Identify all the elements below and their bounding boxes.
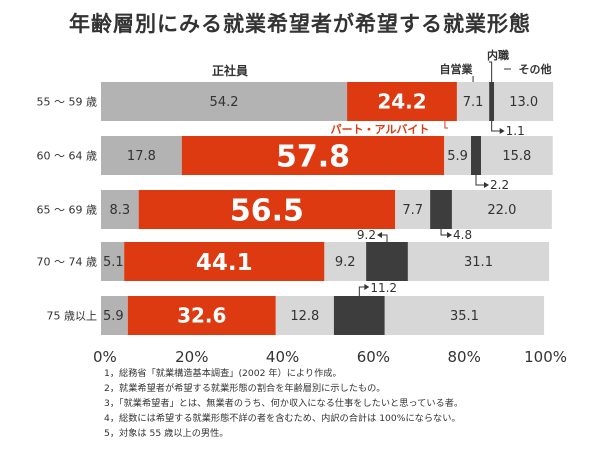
data-label: 7.7 [402,203,423,218]
data-label: 17.8 [127,149,156,164]
data-label: 5.9 [447,149,468,164]
data-label: 56.5 [230,193,304,228]
leader-line [444,121,448,129]
data-label: 2.2 [490,178,509,192]
series-label: パート・アルバイト [331,123,430,136]
footnote: 1，総務省「就業構造基本調査」(2002 年）により作成。 [104,368,342,379]
footnote: 2，就業希望者が希望する就業形態の割合を年齢層別に示したもの。 [104,383,386,394]
bar-segment [480,136,553,175]
x-tick-label: 40% [266,348,299,366]
bar-segment [451,190,552,229]
bar-segment [101,82,348,121]
leader-line [491,121,500,132]
leader-line [358,286,365,296]
footnote: 3，「就業希望者」とは、無業者のうち、何か収入になる仕事をしたいと思っている者。 [104,398,464,409]
bar-segment [101,296,128,335]
data-label: 5.9 [103,309,124,324]
data-label: 1.1 [506,124,525,138]
x-tick-label: 0% [93,348,117,366]
x-tick-label: 20% [175,348,208,366]
bar-segment [101,190,139,229]
category-label: 60 ～ 64 歳 [37,150,97,163]
bar-segment [489,82,495,121]
bar-segment [124,242,325,281]
data-label: 54.2 [210,95,239,110]
bar-segment [494,82,554,121]
data-label: 22.0 [487,203,516,218]
bar-segment [275,296,334,335]
x-tick-label: 60% [357,348,390,366]
data-label: 7.1 [463,95,484,110]
x-tick-label: 100% [524,348,567,366]
bar-segment [127,296,276,335]
data-label: 13.0 [509,95,538,110]
footnote: 4，総数には希望する就業形態不詳の者を含むため、内訳の合計は 100%にならない… [104,413,461,424]
bar-segment [471,136,481,175]
leader-line [475,175,485,186]
series-label: 正社員 [212,63,248,78]
data-label: 8.3 [109,203,130,218]
leader-arrow [499,128,505,134]
leader-line [489,61,493,82]
category-label: 65 ～ 69 歳 [37,204,97,217]
footnote: 5，対象は 55 歳以上の男性。 [104,428,229,439]
category-label: 70 ～ 74 歳 [37,256,97,269]
leader-arrow [377,232,383,238]
bar-segment [384,296,545,335]
bar-segment [138,190,396,229]
bar-segment [347,82,457,121]
bar-segment [181,136,445,175]
bar-segment [333,296,385,335]
category-label: 55 ～ 59 歳 [37,96,97,109]
data-label: 9.2 [357,228,376,242]
series-label: 内職 [487,48,509,62]
bar-segment [324,242,367,281]
data-label: 32.6 [177,304,226,328]
data-label: 5.1 [103,255,124,270]
series-label: その他 [519,62,552,76]
data-label: 35.1 [450,309,479,324]
data-label: 15.8 [502,149,531,164]
data-label: 57.8 [276,139,350,174]
bar-segment [444,136,472,175]
bar-segment [456,82,490,121]
data-label: 4.8 [453,228,472,242]
data-label: 31.1 [464,255,493,270]
bar-segment [430,190,452,229]
leader-arrow [447,232,453,238]
leader-arrow [364,284,370,290]
bar-segment [395,190,431,229]
data-label: 44.1 [196,250,253,276]
leader-line [440,229,448,236]
leader-arrow [484,182,490,188]
data-label: 9.2 [335,255,356,270]
data-label: 24.2 [377,90,426,114]
bar-segment [407,242,550,281]
page-title: 年齢層別にみる就業希望者が希望する就業形態 [69,12,531,36]
x-tick-label: 80% [448,348,481,366]
bar-segment [101,242,125,281]
leader-line [382,234,388,242]
series-label: 自営業 [440,62,474,76]
data-label: 12.8 [290,309,319,324]
footnotes: 1，総務省「就業構造基本調査」(2002 年）により作成。 2，就業希望者が希望… [104,366,463,441]
category-label: 75 歳以上 [47,310,98,323]
bar-segment [366,242,408,281]
data-label: 11.2 [370,281,397,295]
bar-segment [101,136,182,175]
